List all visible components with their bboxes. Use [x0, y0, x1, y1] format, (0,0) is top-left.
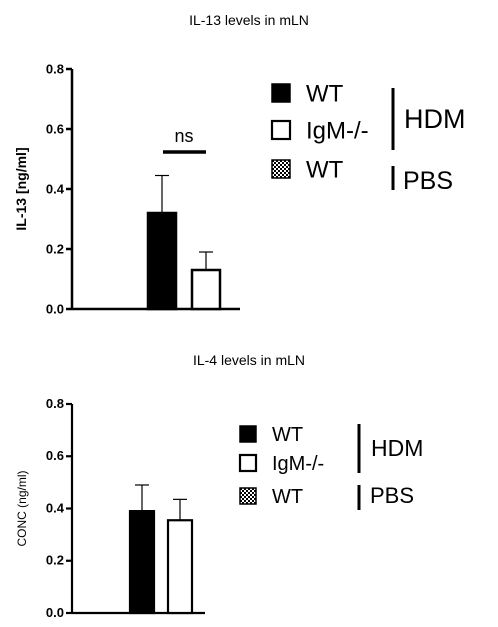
bar-wt: [128, 510, 156, 615]
chart-title-il13: IL-13 levels in mLN: [189, 12, 309, 28]
y-tick-label: 0.8: [46, 396, 64, 411]
bar-igm: [190, 268, 222, 311]
legend-swatch-checkered: [239, 487, 257, 505]
y-axis-label: IL-13 [ng/ml]: [13, 147, 29, 230]
y-tick-label: 0.8: [46, 62, 64, 77]
legend-swatch-checkered: [271, 159, 291, 179]
legend: WT IgM-/- WT HDM PBS: [270, 81, 466, 195]
legend-label: WT: [306, 81, 344, 108]
legend-swatch-open-white: [238, 453, 258, 473]
legend-label: WT: [306, 157, 344, 184]
legend-group-label-hdm: HDM: [371, 435, 423, 461]
bar-wt: [146, 211, 178, 311]
y-tick-label: 0.4: [46, 500, 65, 515]
y-tick-label: 0.4: [46, 182, 65, 197]
legend-label: IgM-/-: [272, 453, 324, 475]
legend-group-label-hdm: HDM: [404, 104, 466, 134]
chart-title-il4: IL-4 levels in mLN: [192, 352, 306, 368]
significance-label: ns: [174, 126, 193, 146]
y-tick-label: 0.0: [46, 605, 64, 620]
y-tick-label: 0.6: [46, 448, 64, 463]
legend-label: IgM-/-: [306, 118, 369, 145]
legend-group-label-pbs: PBS: [403, 167, 453, 195]
y-axis-label: CONC (ng/ml): [15, 470, 29, 546]
y-tick-label: 0.0: [46, 302, 64, 317]
y-tick-label: 0.6: [46, 122, 64, 137]
legend-group-label-pbs: PBS: [370, 483, 414, 508]
legend-swatch-solid-black: [271, 83, 291, 103]
legend-label: WT: [272, 486, 303, 508]
legend-swatch-solid-black: [239, 425, 257, 443]
legend-label: WT: [272, 424, 303, 446]
y-tick-label: 0.2: [46, 242, 64, 257]
y-tick-label: 0.2: [46, 553, 64, 568]
legend: WT IgM-/- WT HDM PBS: [238, 424, 423, 510]
chart-il4: 0.0 0.2 0.4 0.6 0.8 CONC (ng/ml) WT IgM-/- WT HDM…: [15, 396, 423, 620]
chart-il13: 0.00.20.40.60.8IL-13 [ng/ml]nsWTIgM-/-WT…: [13, 62, 466, 317]
bar-igm: [166, 519, 194, 615]
legend-swatch-open-white: [270, 119, 292, 141]
